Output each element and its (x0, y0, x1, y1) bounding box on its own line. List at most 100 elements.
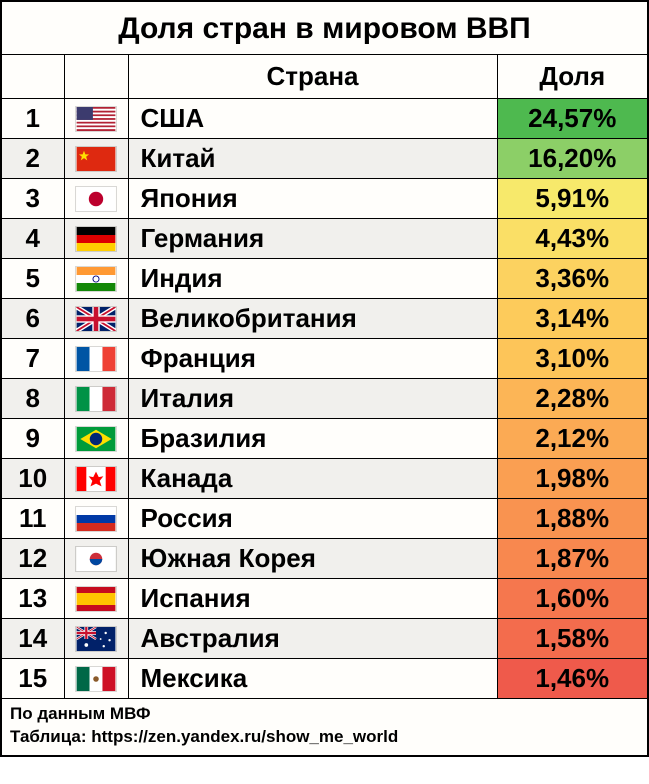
rank-cell: 15 (2, 659, 64, 699)
table-row: 13 Испания1,60% (2, 579, 647, 619)
share-cell: 16,20% (497, 139, 647, 179)
table-row: 12 Южная Корея1,87% (2, 539, 647, 579)
rank-cell: 12 (2, 539, 64, 579)
flag-icon (75, 466, 117, 492)
country-cell: США (128, 99, 497, 139)
table-row: 10 Канада1,98% (2, 459, 647, 499)
country-cell: Канада (128, 459, 497, 499)
country-cell: Италия (128, 379, 497, 419)
country-cell: Франция (128, 339, 497, 379)
share-cell: 1,98% (497, 459, 647, 499)
table-row: 2 Китай16,20% (2, 139, 647, 179)
flag-cell (64, 299, 128, 339)
share-cell: 1,58% (497, 619, 647, 659)
flag-cell (64, 659, 128, 699)
flag-icon (75, 586, 117, 612)
country-cell: Австралия (128, 619, 497, 659)
flag-cell (64, 459, 128, 499)
rank-cell: 1 (2, 99, 64, 139)
share-cell: 5,91% (497, 179, 647, 219)
country-cell: Германия (128, 219, 497, 259)
rank-cell: 14 (2, 619, 64, 659)
share-cell: 3,14% (497, 299, 647, 339)
flag-cell (64, 99, 128, 139)
rank-cell: 13 (2, 579, 64, 619)
flag-icon (75, 346, 117, 372)
flag-icon (75, 106, 117, 132)
table-footer: По данным МВФ Таблица: https://zen.yande… (2, 699, 647, 755)
table-row: 7 Франция3,10% (2, 339, 647, 379)
flag-icon (75, 266, 117, 292)
country-cell: Россия (128, 499, 497, 539)
col-header-share: Доля (497, 55, 647, 99)
country-cell: Южная Корея (128, 539, 497, 579)
footer-source: По данным МВФ (10, 703, 639, 726)
table-row: 5 Индия3,36% (2, 259, 647, 299)
country-cell: Великобритания (128, 299, 497, 339)
flag-cell (64, 179, 128, 219)
col-header-country: Страна (128, 55, 497, 99)
flag-icon (75, 626, 117, 652)
table-row: 8 Италия2,28% (2, 379, 647, 419)
data-table: Страна Доля 1 США24,57% 2 Китай16,20% 3 Япони… (2, 55, 647, 699)
flag-icon (75, 306, 117, 332)
table-title: Доля стран в мировом ВВП (2, 2, 647, 55)
rank-cell: 9 (2, 419, 64, 459)
share-cell: 24,57% (497, 99, 647, 139)
rank-cell: 6 (2, 299, 64, 339)
flag-cell (64, 139, 128, 179)
col-header-rank (2, 55, 64, 99)
table-row: 14 Австралия1,58% (2, 619, 647, 659)
table-row: 4 Германия4,43% (2, 219, 647, 259)
flag-icon (75, 226, 117, 252)
share-cell: 3,10% (497, 339, 647, 379)
share-cell: 1,87% (497, 539, 647, 579)
flag-icon (75, 186, 117, 212)
rank-cell: 3 (2, 179, 64, 219)
flag-icon (75, 146, 117, 172)
flag-cell (64, 499, 128, 539)
share-cell: 1,46% (497, 659, 647, 699)
gdp-share-table: Доля стран в мировом ВВП Страна Доля 1 СШ… (0, 0, 649, 757)
country-cell: Япония (128, 179, 497, 219)
table-row: 6 Великобритания3,14% (2, 299, 647, 339)
flag-icon (75, 666, 117, 692)
footer-credit: Таблица: https://zen.yandex.ru/show_me_w… (10, 726, 639, 749)
flag-icon (75, 426, 117, 452)
table-row: 3 Япония5,91% (2, 179, 647, 219)
share-cell: 1,60% (497, 579, 647, 619)
country-cell: Бразилия (128, 419, 497, 459)
share-cell: 3,36% (497, 259, 647, 299)
country-cell: Испания (128, 579, 497, 619)
country-cell: Мексика (128, 659, 497, 699)
flag-icon (75, 546, 117, 572)
country-cell: Индия (128, 259, 497, 299)
table-row: 15 Мексика1,46% (2, 659, 647, 699)
flag-cell (64, 339, 128, 379)
rank-cell: 4 (2, 219, 64, 259)
table-row: 9 Бразилия2,12% (2, 419, 647, 459)
col-header-flag (64, 55, 128, 99)
share-cell: 2,28% (497, 379, 647, 419)
rank-cell: 7 (2, 339, 64, 379)
flag-cell (64, 419, 128, 459)
flag-icon (75, 506, 117, 532)
rank-cell: 5 (2, 259, 64, 299)
table-row: 11 Россия1,88% (2, 499, 647, 539)
table-row: 1 США24,57% (2, 99, 647, 139)
rank-cell: 10 (2, 459, 64, 499)
share-cell: 2,12% (497, 419, 647, 459)
flag-cell (64, 379, 128, 419)
flag-icon (75, 386, 117, 412)
flag-cell (64, 539, 128, 579)
share-cell: 4,43% (497, 219, 647, 259)
flag-cell (64, 579, 128, 619)
rank-cell: 2 (2, 139, 64, 179)
country-cell: Китай (128, 139, 497, 179)
flag-cell (64, 619, 128, 659)
flag-cell (64, 219, 128, 259)
rank-cell: 11 (2, 499, 64, 539)
flag-cell (64, 259, 128, 299)
share-cell: 1,88% (497, 499, 647, 539)
rank-cell: 8 (2, 379, 64, 419)
